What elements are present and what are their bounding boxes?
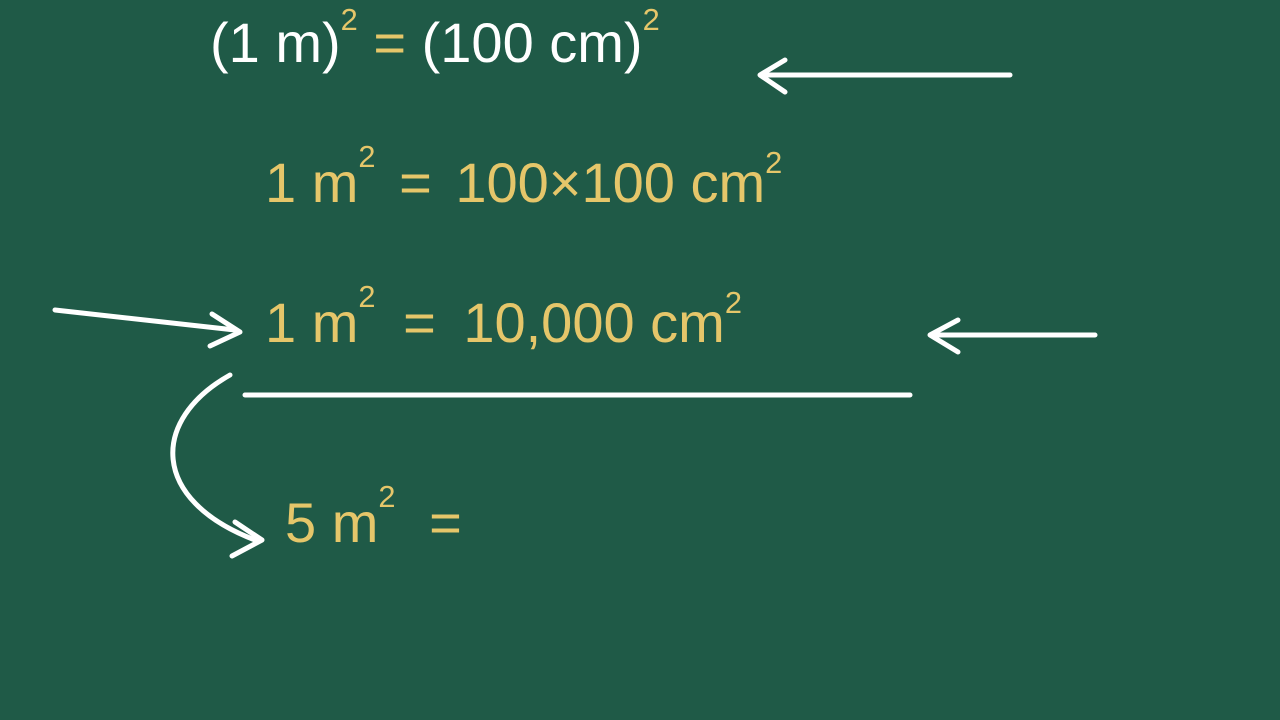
equation-line-4: 5 m2 = (285, 490, 462, 555)
annotation-overlay (0, 0, 1280, 720)
arrow-top-right (760, 60, 1010, 92)
l1-right-base: (100 cm) (422, 11, 643, 74)
equation-line-1: (1 m)2 = (100 cm)2 (210, 10, 660, 75)
equation-line-3: 1 m2 = 10,000 cm2 (265, 290, 742, 355)
l4-lhs-exp: 2 (378, 479, 395, 514)
chalkboard: (1 m)2 = (100 cm)2 1 m2 = 100×100 cm2 1 … (0, 0, 1280, 720)
l2-lhs-base: 1 m (265, 151, 358, 214)
l1-eq: = (373, 11, 406, 74)
l1-right-exp: 2 (643, 2, 660, 37)
l3-lhs-exp: 2 (358, 279, 375, 314)
arrow-right-to-line3 (930, 320, 1095, 352)
arrow-left-to-line3 (55, 310, 240, 346)
l4-lhs-base: 5 m (285, 491, 378, 554)
l2-rhs-base: 100×100 cm (455, 151, 765, 214)
l1-left-exp: 2 (341, 2, 358, 37)
l1-left-base: (1 m) (210, 11, 341, 74)
l3-eq: = (403, 291, 436, 354)
l3-rhs-base: 10,000 cm (463, 291, 725, 354)
l4-eq: = (429, 491, 462, 554)
l3-rhs-exp: 2 (725, 285, 742, 320)
l2-lhs-exp: 2 (358, 139, 375, 174)
curved-arrow-to-line4 (173, 375, 262, 556)
l2-rhs-exp: 2 (765, 145, 782, 180)
l3-lhs-base: 1 m (265, 291, 358, 354)
l2-eq: = (399, 151, 432, 214)
equation-line-2: 1 m2 = 100×100 cm2 (265, 150, 782, 215)
